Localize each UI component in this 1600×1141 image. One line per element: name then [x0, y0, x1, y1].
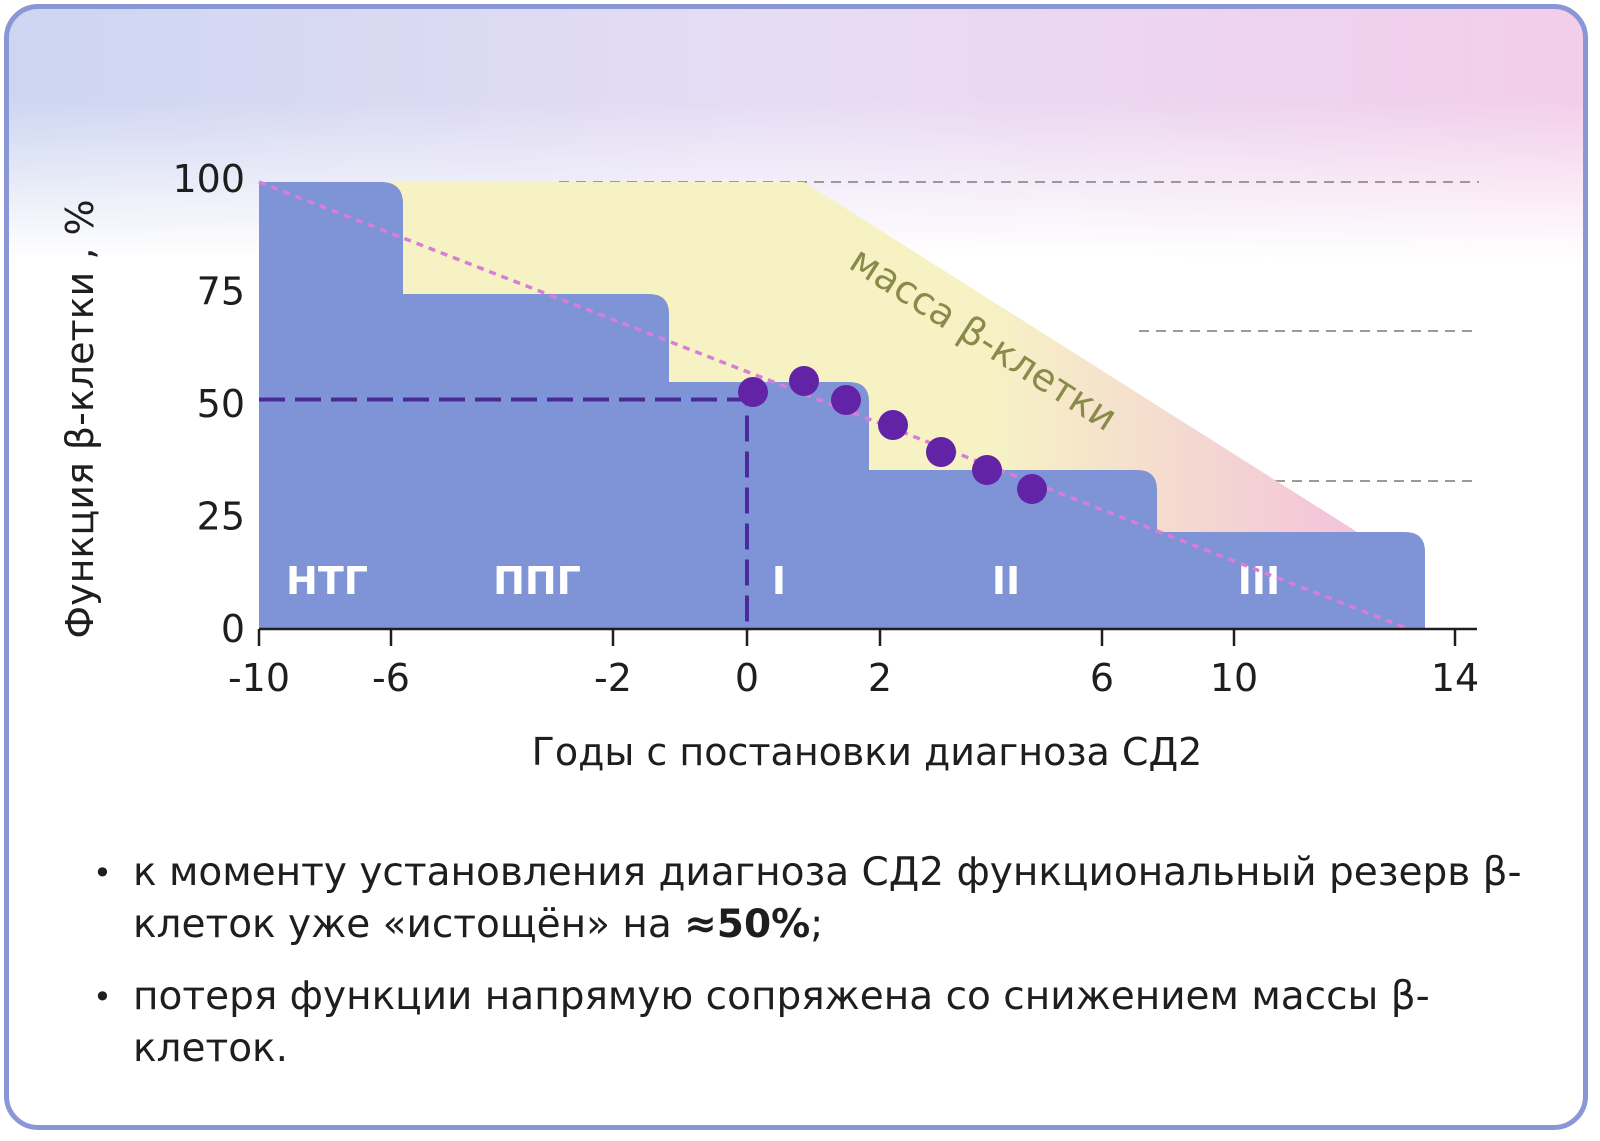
x-axis-label: Годы с постановки диагноза СД2: [532, 730, 1203, 774]
x-tick-label: 0: [735, 656, 759, 700]
beta-cell-chart: масса β-клетки НТГ ППГ I II III -10 -6 -2 0 2 6 10…: [58, 157, 1479, 774]
note-text: потеря функции напрямую сопряжена со сни…: [133, 974, 1430, 1071]
data-point: [831, 385, 861, 415]
y-axis-label: Функция β-клетки , %: [58, 199, 102, 638]
data-point: [972, 455, 1002, 485]
x-tick-label: -10: [228, 656, 290, 700]
data-point: [878, 410, 908, 440]
note-text: к моменту установления диагноза СД2 функ…: [133, 850, 1522, 947]
x-tick-label: 6: [1090, 656, 1114, 700]
bullet-icon: •: [93, 854, 112, 892]
data-point: [789, 366, 819, 396]
notes-list: • к моменту установления диагноза СД2 фун…: [87, 847, 1527, 1095]
y-tick-label: 50: [197, 382, 245, 426]
note-tail: ;: [810, 902, 824, 947]
bullet-icon: •: [93, 978, 112, 1016]
y-tick-label: 75: [197, 270, 245, 314]
y-tick-label: 0: [221, 607, 245, 651]
note-item: • к моменту установления диагноза СД2 фун…: [87, 847, 1527, 951]
stage-label: II: [992, 559, 1020, 603]
note-highlight: ≈50%: [684, 902, 811, 947]
x-tick-label: -6: [372, 656, 410, 700]
y-tick-label: 100: [172, 157, 245, 201]
data-point: [738, 377, 768, 407]
note-item: • потеря функции напрямую сопряжена со сн…: [87, 971, 1527, 1075]
data-point: [1017, 474, 1047, 504]
stage-label: I: [772, 559, 786, 603]
stage-label: ППГ: [493, 559, 581, 603]
y-tick-label: 25: [197, 495, 245, 539]
x-tick-label: -2: [594, 656, 632, 700]
data-point: [926, 437, 956, 467]
x-tick-label: 14: [1431, 656, 1479, 700]
x-tick-label: 10: [1210, 656, 1258, 700]
card: масса β-клетки НТГ ППГ I II III -10 -6 -2 0 2 6 10…: [4, 4, 1588, 1130]
stage-label: НТГ: [286, 559, 368, 603]
x-tick-label: 2: [868, 656, 892, 700]
